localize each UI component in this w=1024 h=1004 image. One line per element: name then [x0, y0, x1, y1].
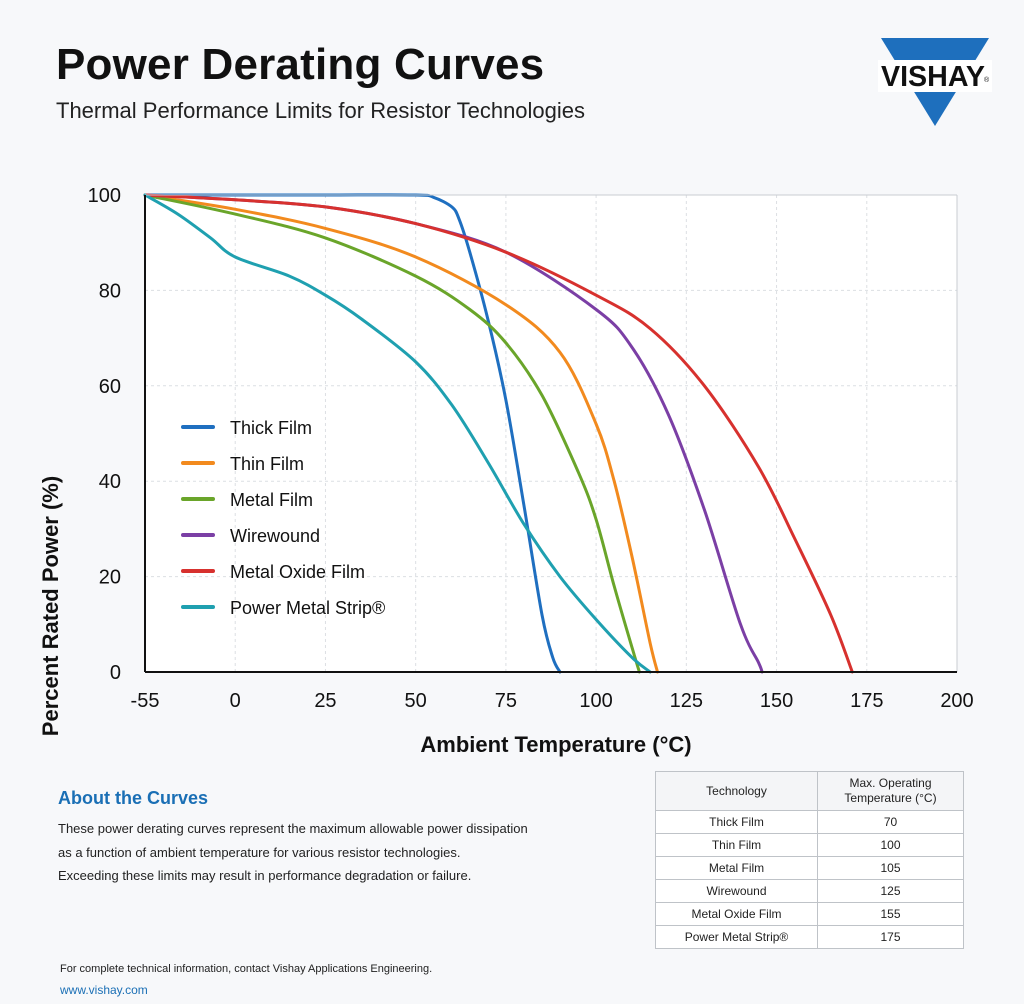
series-line-thin-film	[143, 193, 659, 674]
x-tick-label: 175	[850, 690, 883, 712]
chart-ticks: -55 0 25 50 75 100 125 150 175 200 0 20 40 60 80 100	[88, 185, 974, 712]
table-cell-technology: Metal Film	[655, 856, 818, 880]
table-cell-technology: Power Metal Strip®	[655, 925, 818, 949]
footer-link[interactable]: www.vishay.com	[60, 983, 148, 997]
table-cell-technology: Thick Film	[655, 810, 818, 834]
table-row: Wirewound 125	[655, 879, 964, 903]
table-header-technology: Technology	[655, 771, 818, 811]
y-tick-label: 20	[99, 567, 121, 589]
max-temperature-table: Technology Max. Operating Temperature (°…	[655, 771, 964, 949]
table-cell-max-temp: 70	[817, 810, 964, 834]
x-tick-label: 125	[670, 690, 703, 712]
table-header-max-temp-line2: Temperature (°C)	[844, 791, 937, 805]
table-cell-max-temp: 100	[817, 833, 964, 857]
table-cell-max-temp: 175	[817, 925, 964, 949]
y-tick-label: 0	[110, 662, 121, 684]
legend-label-thin-film: Thin Film	[230, 454, 304, 474]
table-cell-technology: Wirewound	[655, 879, 818, 903]
chart-grid	[144, 194, 958, 673]
table-cell-technology: Metal Oxide Film	[655, 902, 818, 926]
svg-text:®: ®	[984, 76, 990, 84]
page-title: Power Derating Curves	[56, 40, 545, 89]
table-row: Metal Oxide Film 155	[655, 902, 964, 926]
table-header-max-temp-line1: Max. Operating	[849, 776, 932, 790]
x-tick-label: 150	[760, 690, 793, 712]
y-tick-label: 80	[99, 280, 121, 302]
legend-label-metal-oxide-film: Metal Oxide Film	[230, 562, 365, 582]
table-cell-technology: Thin Film	[655, 833, 818, 857]
x-tick-label: 100	[579, 690, 612, 712]
legend-label-wirewound: Wirewound	[230, 526, 320, 546]
x-tick-label: 200	[940, 690, 973, 712]
series-line-metal-oxide-film	[143, 193, 854, 674]
derating-chart: -55 0 25 50 75 100 125 150 175 200 0 20 40 60 80 100 Th…	[38, 185, 974, 757]
footer-note: For complete technical information, cont…	[60, 963, 433, 975]
table-row: Metal Film 105	[655, 856, 964, 880]
table-header-max-temp: Max. Operating Temperature (°C)	[817, 771, 964, 811]
y-axis-label: Percent Rated Power (%)	[38, 476, 63, 736]
series-line-metal-film	[143, 193, 641, 674]
x-tick-label: 75	[495, 690, 517, 712]
legend-label-power-metal-strip: Power Metal Strip®	[230, 598, 385, 618]
legend-label-metal-film: Metal Film	[230, 490, 313, 510]
logo-text: VISHAY	[881, 61, 985, 93]
y-tick-label: 40	[99, 471, 121, 493]
vishay-logo: VISHAY ®	[876, 36, 994, 128]
about-text: These power derating curves represent th…	[58, 817, 598, 888]
y-tick-label: 100	[88, 185, 121, 207]
page-subtitle: Thermal Performance Limits for Resistor …	[56, 98, 586, 123]
table-cell-max-temp: 155	[817, 902, 964, 926]
table-row: Thin Film 100	[655, 833, 964, 857]
table-cell-max-temp: 125	[817, 879, 964, 903]
x-tick-label: 50	[405, 690, 427, 712]
table-row: Thick Film 70	[655, 810, 964, 834]
y-tick-label: 60	[99, 376, 121, 398]
legend-label-thick-film: Thick Film	[230, 418, 312, 438]
series-line-power-metal-strip	[143, 193, 652, 674]
about-line: These power derating curves represent th…	[58, 821, 528, 836]
x-tick-label: 25	[314, 690, 336, 712]
about-line: as a function of ambient temperature for…	[58, 844, 461, 860]
chart-legend: Thick Film Thin Film Metal Film Wirewound Me…	[181, 418, 385, 618]
about-title: About the Curves	[58, 788, 209, 808]
x-tick-label: -55	[131, 690, 160, 712]
about-line: Exceeding these limits may result in per…	[58, 868, 472, 883]
x-axis-label: Ambient Temperature (°C)	[420, 732, 691, 757]
chart-axes	[144, 194, 958, 673]
table-row: Power Metal Strip® 175	[655, 925, 964, 949]
table-cell-max-temp: 105	[817, 856, 964, 880]
x-tick-label: 0	[230, 690, 241, 712]
